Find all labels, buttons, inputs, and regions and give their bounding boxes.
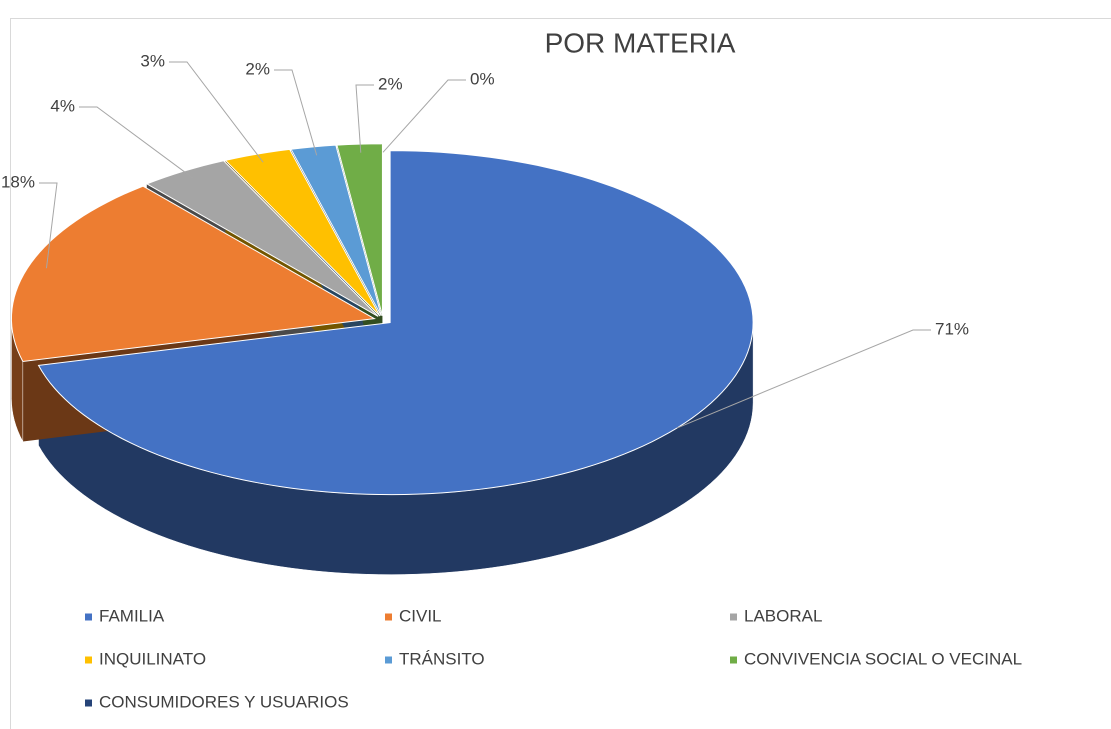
- leader-line: [274, 69, 318, 156]
- leader-line: [355, 84, 374, 153]
- leader-line: [39, 182, 58, 269]
- leader-line: [382, 79, 466, 153]
- data-label: 3%: [140, 51, 165, 70]
- data-label: 0%: [470, 69, 495, 88]
- legend-swatch: [730, 613, 737, 621]
- legend-label: INQUILINATO: [99, 649, 206, 668]
- slice: [290, 144, 382, 317]
- leader-line: [676, 329, 931, 429]
- pie-tops: [10, 143, 754, 496]
- data-label: 71%: [935, 319, 969, 338]
- legend-swatch: [730, 656, 737, 664]
- legend: FAMILIA CIVIL LABORAL INQUILINATO TRÁNSITO CO…: [85, 606, 1022, 711]
- slice: [10, 185, 376, 362]
- legend-label: FAMILIA: [99, 606, 165, 625]
- chart-title: POR MATERIA: [545, 27, 736, 58]
- legend-swatch: [385, 613, 392, 621]
- legend-label: CONSUMIDORES Y USUARIOS: [99, 692, 349, 711]
- slice: [336, 143, 383, 316]
- leader-line: [169, 61, 264, 163]
- legend-swatch: [85, 656, 92, 664]
- data-label: 2%: [378, 74, 403, 93]
- data-label: 4%: [50, 96, 75, 115]
- leader-line: [79, 106, 194, 179]
- legend-swatch: [85, 699, 92, 707]
- legend-label: CIVIL: [399, 606, 442, 625]
- data-label: 2%: [245, 59, 270, 78]
- data-label: 18%: [1, 172, 35, 191]
- legend-label: LABORAL: [744, 606, 822, 625]
- legend-swatch: [85, 613, 92, 621]
- legend-label: TRÁNSITO: [399, 649, 485, 668]
- data-labels: 71% 18% 4% 3% 2% 2% 0%: [1, 51, 969, 429]
- legend-swatch: [385, 656, 392, 664]
- legend-label: CONVIVENCIA SOCIAL O VECINAL: [744, 649, 1022, 668]
